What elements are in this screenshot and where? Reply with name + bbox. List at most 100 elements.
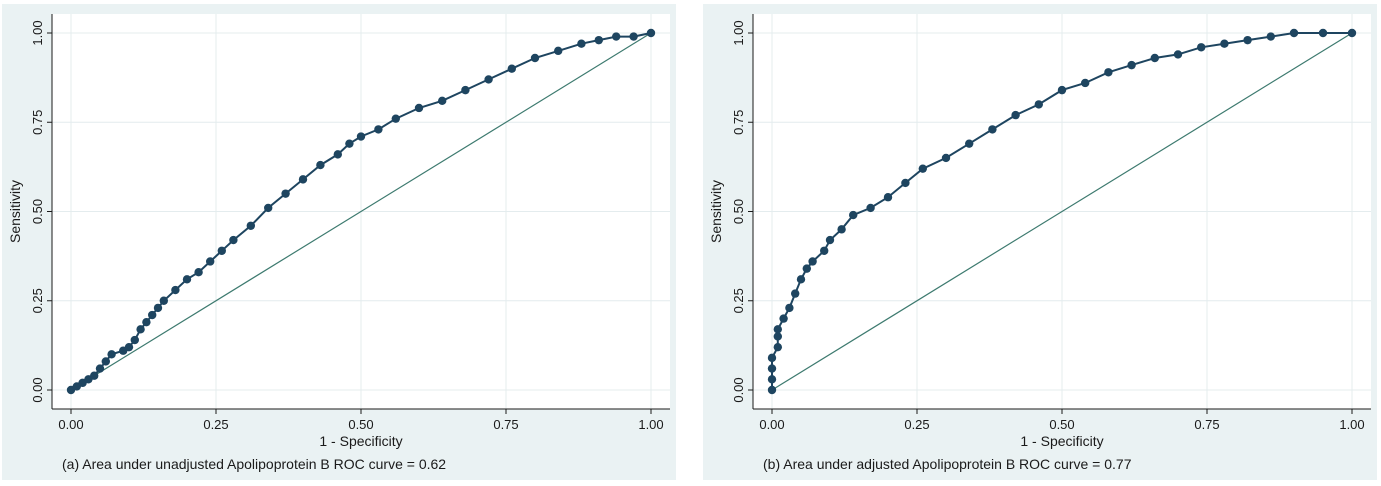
x-axis-title: 1 - Specificity (319, 433, 402, 449)
x-tick-label: 0.50 (348, 417, 373, 432)
roc-point (773, 325, 782, 334)
chart-caption-a: (a) Area under unadjusted Apolipoprotein… (62, 456, 447, 472)
roc-chart-b: 0.00 0.25 0.50 0.75 1.00 0.00 0.25 0.50 0.75 1.00… (708, 14, 1371, 449)
roc-point (883, 193, 893, 202)
roc-point (1289, 28, 1299, 38)
roc-point (1057, 85, 1067, 95)
roc-point (391, 114, 400, 123)
roc-point (229, 235, 238, 245)
y-tick-label: 0.75 (731, 110, 746, 135)
roc-point (554, 46, 563, 56)
roc-point (773, 332, 782, 341)
x-axis-title: 1 - Specificity (1020, 433, 1103, 449)
roc-point (194, 267, 203, 277)
y-axis-title: Sensitivity (708, 180, 724, 243)
roc-point (965, 139, 974, 148)
roc-point (577, 39, 586, 48)
roc-point (507, 64, 516, 73)
y-tick-label: 0.00 (731, 377, 746, 402)
reference-line (70, 32, 652, 391)
roc-point (629, 32, 638, 41)
roc-point (484, 75, 493, 84)
roc-point (124, 342, 134, 352)
roc-point (941, 153, 951, 163)
roc-point (1173, 50, 1183, 59)
roc-point (264, 203, 273, 213)
roc-point (298, 175, 308, 184)
y-tick-label: 0.25 (731, 288, 746, 313)
roc-point (142, 317, 151, 327)
roc-point (217, 246, 226, 255)
roc-point (1266, 32, 1275, 41)
roc-point (246, 221, 255, 230)
roc-point (130, 335, 139, 345)
y-tick-label: 0.25 (30, 288, 45, 313)
y-tick-label: 1.00 (731, 20, 746, 45)
roc-point (1034, 100, 1043, 109)
x-tick-label: 0.00 (58, 417, 83, 432)
roc-point (136, 325, 145, 334)
roc-point (1347, 28, 1357, 38)
roc-point (988, 125, 997, 134)
roc-point (773, 342, 782, 352)
x-tick-label: 0.00 (759, 417, 784, 432)
reference-line (771, 32, 1353, 391)
roc-point (171, 285, 180, 295)
x-tick-label: 1.00 (1339, 417, 1364, 432)
roc-point (849, 210, 858, 220)
x-tick-label: 0.25 (203, 417, 228, 432)
roc-point (837, 225, 846, 234)
roc-point (808, 257, 817, 266)
roc-point (767, 364, 777, 373)
y-tick-label: 0.50 (30, 199, 45, 224)
roc-point (153, 303, 163, 313)
roc-point (182, 275, 192, 284)
roc-point (785, 303, 794, 313)
roc-point (356, 132, 366, 141)
roc-point (414, 103, 424, 113)
roc-point (1011, 110, 1020, 120)
roc-point (374, 125, 383, 134)
x-tick-label: 0.50 (1049, 417, 1074, 432)
roc-point (281, 189, 290, 198)
x-tick-label: 0.75 (493, 417, 518, 432)
roc-point (646, 28, 656, 38)
roc-point (1220, 39, 1229, 48)
chart-panel-a: 0.00 0.25 0.50 0.75 1.00 0.00 0.25 0.50 0.75 1.00… (2, 4, 676, 480)
roc-point (345, 139, 354, 148)
roc-point (95, 364, 105, 373)
x-tick-label: 0.25 (904, 417, 929, 432)
roc-point (1104, 68, 1113, 77)
roc-point (1127, 60, 1136, 70)
y-axis-title: Sensitivity (7, 180, 23, 243)
roc-point (866, 203, 875, 213)
roc-point (767, 353, 777, 363)
roc-point (612, 32, 621, 41)
roc-point (918, 164, 927, 173)
roc-point (779, 314, 788, 323)
roc-point (438, 96, 447, 106)
roc-point (825, 235, 835, 245)
roc-point (1318, 28, 1328, 38)
chart-caption-b: (b) Area under adjusted Apolipoprotein B… (763, 456, 1132, 472)
roc-point (802, 264, 811, 273)
chart-panel-b: 0.00 0.25 0.50 0.75 1.00 0.00 0.25 0.50 0.75 1.00… (703, 4, 1377, 480)
y-tick-label: 0.00 (30, 377, 45, 402)
y-tick-label: 1.00 (30, 20, 45, 45)
roc-point (316, 160, 325, 170)
roc-point (159, 296, 168, 305)
roc-point (148, 310, 157, 320)
roc-point (901, 178, 910, 188)
roc-chart-a: 0.00 0.25 0.50 0.75 1.00 0.00 0.25 0.50 0.75 1.00… (7, 14, 670, 449)
roc-point (791, 289, 800, 298)
roc-point (594, 35, 603, 45)
roc-point (1150, 53, 1159, 63)
roc-point (767, 385, 777, 395)
roc-point (101, 357, 111, 366)
roc-point (820, 246, 829, 255)
roc-point (1081, 78, 1090, 88)
roc-point (1197, 43, 1206, 52)
roc-point (333, 150, 342, 159)
roc-point (90, 371, 99, 380)
roc-point (767, 375, 777, 384)
